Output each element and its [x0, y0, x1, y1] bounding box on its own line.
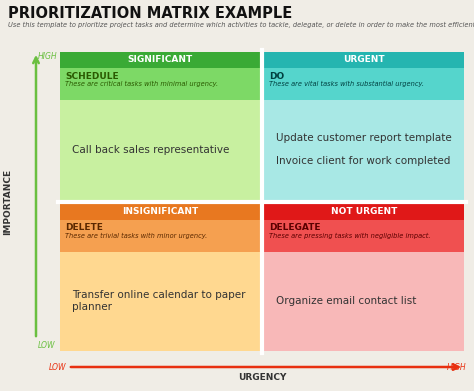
Bar — [264, 68, 464, 100]
Text: DELEGATE: DELEGATE — [269, 224, 320, 233]
Text: Update customer report template

Invoice client for work completed: Update customer report template Invoice … — [276, 133, 452, 166]
Bar — [60, 68, 260, 100]
Bar — [264, 203, 464, 219]
Text: These are trivial tasks with minor urgency.: These are trivial tasks with minor urgen… — [65, 233, 207, 239]
Bar — [60, 203, 260, 219]
Text: SIGNIFICANT: SIGNIFICANT — [128, 56, 192, 65]
Text: These are pressing tasks with negligible impact.: These are pressing tasks with negligible… — [269, 233, 430, 239]
Bar — [264, 52, 464, 68]
Text: These are critical tasks with minimal urgency.: These are critical tasks with minimal ur… — [65, 81, 218, 87]
Bar — [264, 219, 464, 251]
Text: IMPORTANCE: IMPORTANCE — [3, 169, 12, 235]
Bar — [264, 203, 464, 351]
Text: HIGH: HIGH — [447, 362, 466, 371]
Text: DO: DO — [269, 72, 284, 81]
Bar — [60, 219, 260, 251]
Text: LOW: LOW — [48, 362, 66, 371]
Text: NOT URGENT: NOT URGENT — [331, 207, 397, 216]
Bar — [60, 52, 260, 199]
Text: Use this template to prioritize project tasks and determine which activities to : Use this template to prioritize project … — [8, 22, 474, 28]
Text: INSIGNIFICANT: INSIGNIFICANT — [122, 207, 198, 216]
Text: Transfer online calendar to paper
planner: Transfer online calendar to paper planne… — [72, 291, 246, 312]
Bar — [264, 52, 464, 199]
Text: URGENCY: URGENCY — [238, 373, 286, 382]
Text: LOW: LOW — [38, 341, 55, 350]
Text: DELETE: DELETE — [65, 224, 103, 233]
Bar — [60, 203, 260, 351]
Text: Call back sales representative: Call back sales representative — [72, 145, 229, 155]
Text: URGENT: URGENT — [343, 56, 385, 65]
Text: Organize email contact list: Organize email contact list — [276, 296, 416, 306]
Text: HIGH: HIGH — [38, 52, 58, 61]
Text: These are vital tasks with substantial urgency.: These are vital tasks with substantial u… — [269, 81, 424, 87]
Bar — [60, 52, 260, 68]
Text: PRIORITIZATION MATRIX EXAMPLE: PRIORITIZATION MATRIX EXAMPLE — [8, 6, 292, 21]
Text: SCHEDULE: SCHEDULE — [65, 72, 118, 81]
